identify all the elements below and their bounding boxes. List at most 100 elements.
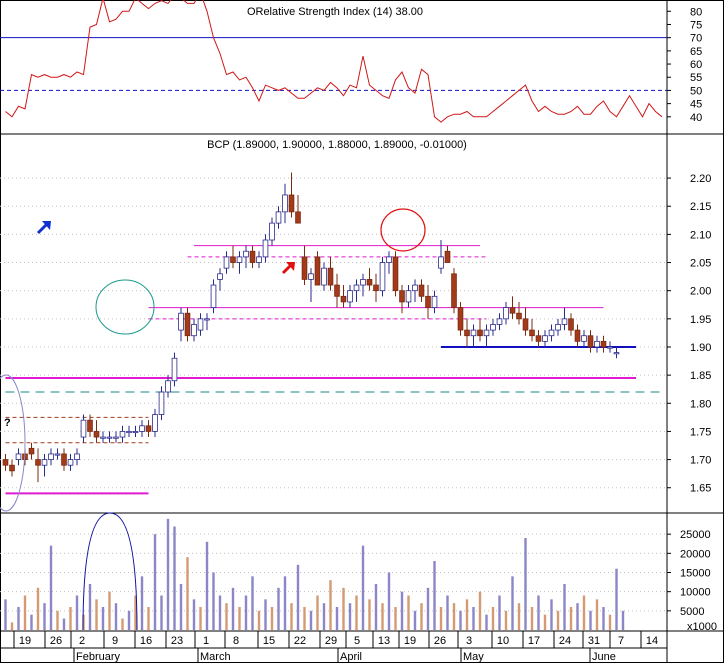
volume-bar [504,610,508,630]
price-candle [243,245,249,269]
price-candle [67,453,74,471]
price-candle [275,206,282,229]
volume-bar [439,607,443,630]
price-candle [184,307,191,342]
volume-bar [550,599,553,630]
blue-arc-annotation [82,512,138,631]
price-candle [145,420,152,438]
volume-bar [62,618,66,630]
red-circle-annotation [380,208,426,252]
price-candle [191,318,197,342]
price-candle [405,285,412,308]
price-candle [399,285,405,314]
price-candle [535,330,542,347]
volume-bar [563,584,566,630]
price-candle [444,245,451,263]
x-day-label: 9 [112,635,118,647]
volume-bar [205,541,209,630]
rsi-tick-label: 55 [690,72,702,84]
x-day-label: 14 [646,635,658,647]
volume-bar [212,572,215,630]
price-candle [230,245,236,269]
volume-bar [452,603,456,630]
price-candle [28,442,35,460]
red-arrow-icon [281,262,295,275]
price-tick-label: 1.95 [690,314,711,326]
price-candle [35,448,41,483]
price-candle [178,307,184,342]
x-day-label: 24 [559,635,571,647]
price-candle [223,251,230,274]
volume-bar [361,545,365,630]
volume-bar [621,610,625,630]
price-panel: 2.20 2.15 2.10 2.05 2.00 1.95 1.90 1.85 1.80 1.75… [0,139,724,514]
volume-tick-label: 5000 [680,606,704,618]
volume-bar [36,587,40,630]
volume-bar [173,526,176,630]
x-day-label: 29 [325,635,337,647]
price-candle [106,431,113,443]
price-candle [600,335,607,353]
volume-tick-label: 10000 [680,587,711,599]
volume-bar [322,603,326,630]
price-candle [139,420,145,438]
volume-bar [225,603,228,630]
volume-bar [134,595,137,630]
price-candle [2,453,9,471]
x-month-label: March [200,651,231,663]
volume-bar [127,610,131,630]
question-mark-annotation: ? [4,417,11,429]
volume-bar [355,595,358,630]
price-candle [412,279,418,302]
price-tick-label: 1.70 [690,455,711,467]
volume-bar [179,584,183,630]
volume-bar [147,607,150,630]
volume-bar [576,603,579,630]
x-axis: 19 26 2 9 16 23 1 8 15 22 29 5 13 19 26 3 10 17 24 31 7 14 Fe… [0,631,667,663]
volume-bar [446,595,449,630]
volume-bar [69,607,72,630]
price-candle [197,313,204,336]
price-candle [126,425,132,438]
volume-bar [10,622,14,630]
price-candle [386,251,392,274]
price-candle [496,313,503,331]
volume-bar [608,614,612,630]
volume-bar [257,610,261,630]
volume-bar [43,603,46,630]
rsi-tick-label: 65 [690,46,702,58]
price-candle [360,273,366,297]
price-candle [613,346,620,359]
x-month-label: February [76,651,121,663]
x-month-label: May [463,651,484,663]
volume-bar [615,568,618,630]
price-candle [555,318,561,336]
volume-bar [199,607,202,630]
volume-bar [348,603,352,630]
rsi-tick-label: 70 [690,33,702,45]
x-day-label: 10 [497,635,509,647]
price-candle [334,273,340,308]
volume-bar [121,618,124,630]
volume-bar [582,595,586,630]
price-candle [41,453,48,477]
volume-unit: x1000 [687,621,717,633]
price-candle [249,245,256,269]
price-candle [74,448,80,466]
volume-bar [140,576,144,630]
price-candle [210,279,217,314]
price-candle [48,448,54,466]
price-candle [438,240,444,274]
price-tick-label: 1.80 [690,398,711,410]
x-day-label: 31 [588,635,600,647]
x-day-label: 15 [263,635,275,647]
volume-bar [465,599,469,630]
price-candle [204,313,210,331]
volume-bar [49,545,53,630]
volume-bar [569,607,573,630]
price-candle [490,318,496,336]
volume-bar [309,610,313,630]
price-candle [61,448,67,471]
volume-bar [342,587,345,630]
volume-bar [166,518,170,630]
